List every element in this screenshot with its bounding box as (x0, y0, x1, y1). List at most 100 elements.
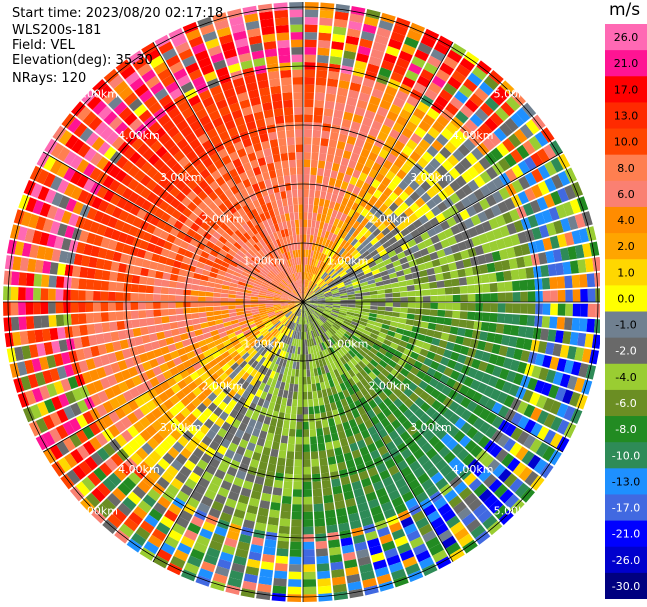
velocity-gate (92, 100, 107, 116)
velocity-gate (350, 238, 359, 247)
velocity-gate (467, 303, 476, 312)
velocity-gate (487, 132, 502, 147)
velocity-gate (3, 302, 11, 316)
velocity-gate (78, 278, 87, 290)
velocity-gate (265, 303, 274, 306)
velocity-gate (227, 236, 237, 245)
velocity-gate (276, 340, 283, 349)
velocity-gate (191, 284, 200, 291)
velocity-gate (243, 289, 252, 294)
velocity-gate (485, 230, 496, 242)
velocity-gate (100, 126, 114, 141)
velocity-gate (202, 30, 218, 43)
velocity-gate (287, 313, 294, 320)
velocity-gate (12, 331, 22, 346)
velocity-gate (359, 38, 373, 49)
velocity-gate (249, 325, 258, 332)
velocity-gate (317, 39, 331, 49)
velocity-gate (271, 146, 280, 156)
velocity-gate (454, 90, 469, 104)
velocity-gate (127, 165, 140, 178)
velocity-gate (255, 206, 264, 215)
velocity-gate (192, 362, 202, 371)
velocity-gate (503, 270, 512, 281)
velocity-gate (108, 281, 117, 292)
velocity-gate (303, 234, 307, 243)
velocity-gate (90, 152, 103, 166)
velocity-gate (374, 34, 389, 46)
velocity-gate (274, 563, 288, 572)
velocity-gate (56, 163, 70, 178)
velocity-gate (368, 127, 380, 138)
velocity-gate (55, 276, 65, 288)
velocity-gate (273, 372, 280, 381)
velocity-gate (372, 253, 381, 261)
velocity-gate (223, 257, 232, 265)
velocity-gate (275, 348, 282, 357)
velocity-gate (316, 428, 324, 437)
velocity-gate (128, 191, 140, 204)
velocity-gate (146, 242, 156, 253)
velocity-gate (251, 288, 260, 293)
velocity-gate (176, 490, 190, 503)
velocity-gate (271, 216, 278, 225)
velocity-gate (351, 480, 363, 491)
velocity-gate (175, 295, 184, 302)
velocity-gate (148, 121, 162, 134)
velocity-gate (439, 220, 451, 231)
velocity-gate (298, 384, 303, 392)
velocity-gate (336, 375, 344, 385)
velocity-gate (493, 127, 508, 142)
velocity-gate (473, 175, 486, 188)
velocity-gate (246, 229, 255, 238)
velocity-gate (326, 387, 333, 397)
velocity-gate (399, 108, 412, 121)
velocity-gate (311, 283, 318, 291)
velocity-gate (333, 155, 342, 165)
velocity-gate (284, 382, 290, 391)
velocity-gate (284, 310, 292, 317)
velocity-gate (287, 443, 295, 452)
velocity-gate (250, 246, 258, 254)
velocity-gate (562, 261, 572, 275)
velocity-gate (512, 291, 521, 302)
velocity-gate (330, 242, 337, 251)
velocity-gate (243, 399, 252, 409)
velocity-gate (317, 295, 325, 299)
velocity-gate (256, 322, 264, 328)
velocity-gate (264, 264, 272, 272)
velocity-gate (105, 131, 120, 146)
velocity-gate (323, 332, 330, 340)
velocity-gate (192, 184, 203, 196)
velocity-gate (303, 182, 310, 190)
velocity-gate (303, 159, 311, 168)
velocity-gate (303, 414, 309, 422)
velocity-gate (221, 154, 232, 166)
velocity-gate (342, 57, 355, 68)
velocity-gate (124, 357, 135, 369)
velocity-gate (359, 446, 370, 457)
velocity-gate (315, 182, 322, 191)
velocity-gate (213, 302, 221, 307)
velocity-gate (343, 50, 357, 60)
velocity-gate (361, 516, 374, 527)
velocity-gate (239, 130, 250, 141)
velocity-gate (249, 192, 258, 202)
velocity-gate (358, 172, 368, 182)
velocity-gate (289, 283, 295, 290)
velocity-gate (513, 128, 528, 144)
velocity-gate (135, 228, 146, 240)
velocity-gate (584, 258, 594, 273)
velocity-gate (376, 245, 385, 253)
velocity-gate (84, 456, 98, 471)
velocity-gate (296, 316, 300, 324)
velocity-gate (348, 512, 360, 523)
velocity-gate (99, 377, 111, 390)
velocity-gate (411, 485, 425, 497)
velocity-gate (290, 413, 297, 422)
velocity-gate (292, 504, 302, 512)
velocity-gate (269, 233, 276, 242)
velocity-gate (282, 236, 288, 245)
velocity-gate (176, 138, 189, 150)
velocity-gate (482, 283, 491, 293)
